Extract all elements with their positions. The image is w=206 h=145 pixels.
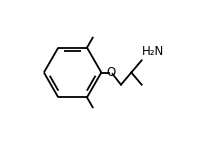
Text: H₂N: H₂N: [141, 45, 163, 58]
Text: O: O: [105, 66, 115, 79]
